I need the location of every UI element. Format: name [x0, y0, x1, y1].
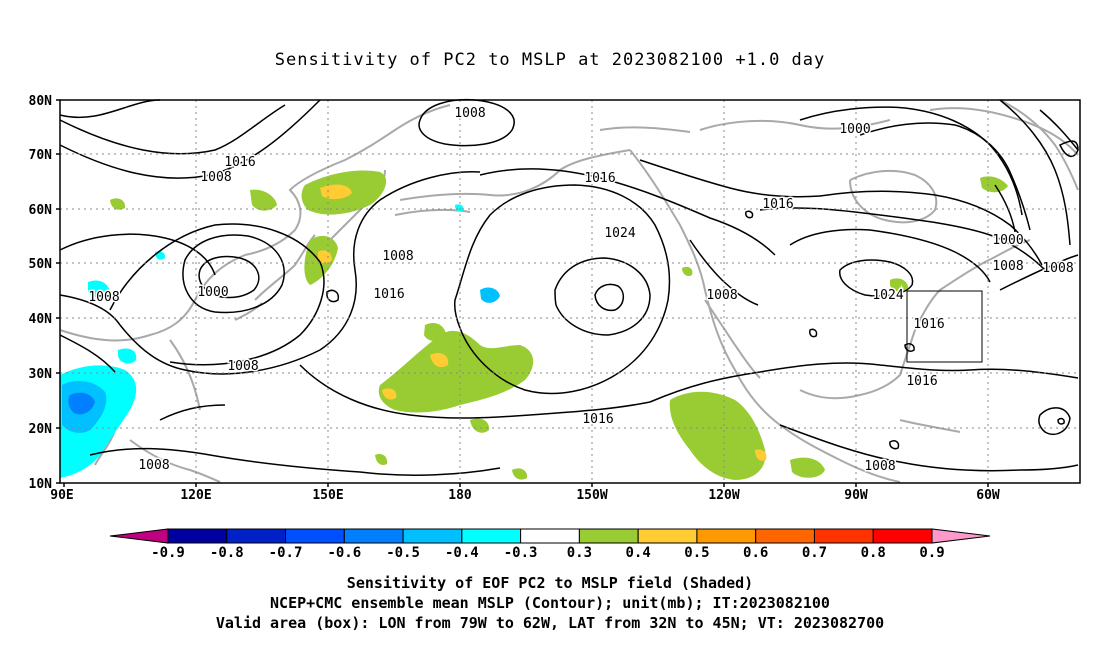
- contour-label: 1008: [454, 106, 485, 121]
- lon-label-120e: 120E: [180, 488, 211, 503]
- colorbar-tick-label: 0.6: [743, 545, 768, 561]
- chart-title: Sensitivity of PC2 to MSLP at 2023082100…: [274, 50, 826, 70]
- axis-ticks: [56, 99, 989, 487]
- colorbar-tick-label: 0.4: [626, 545, 651, 561]
- colorbar-tick-label: 0.5: [684, 545, 709, 561]
- colorbar-right-arrow: [931, 528, 991, 544]
- grid-lines: [60, 100, 1080, 483]
- caption-line-1: Sensitivity of EOF PC2 to MSLP field (Sh…: [346, 574, 754, 592]
- contour-label: 1016: [373, 287, 404, 302]
- contour-label: 1008: [227, 359, 258, 374]
- caption-line-2: NCEP+CMC ensemble mean MSLP (Contour); u…: [270, 594, 830, 612]
- contour-label: 1016: [224, 155, 255, 170]
- colorbar-tick-label: -0.6: [327, 545, 361, 561]
- contour-label: 1008: [864, 459, 895, 474]
- contour-label: 1008: [992, 259, 1023, 274]
- lat-label-70n: 70N: [29, 148, 53, 163]
- contour-label: 1008: [382, 249, 413, 264]
- contour-label: 1008: [1042, 261, 1073, 276]
- positive-sensitivity-pacific: [378, 330, 534, 413]
- contour-label: 1000: [197, 285, 228, 300]
- colorbar-tick-label: 0.9: [919, 545, 944, 561]
- lat-label-40n: 40N: [29, 312, 53, 327]
- lon-label-150e: 150E: [312, 488, 343, 503]
- colorbar-swatch: [520, 528, 580, 544]
- colorbar-tick-label: -0.8: [210, 545, 244, 561]
- contour-label: 1024: [872, 288, 903, 303]
- contour-label: 1024: [604, 226, 635, 241]
- colorbar-swatch: [226, 528, 287, 544]
- colorbar-tick-label: 0.3: [567, 545, 592, 561]
- colorbar-tick-label: -0.7: [269, 545, 303, 561]
- lon-label-60w: 60W: [976, 488, 1000, 503]
- colorbar-tick-label: -0.5: [386, 545, 420, 561]
- colorbar-swatch: [343, 528, 404, 544]
- lat-label-20n: 20N: [29, 422, 53, 437]
- contour-label: 1016: [913, 317, 944, 332]
- colorbar-swatch: [578, 528, 639, 544]
- caption-block: Sensitivity of EOF PC2 to MSLP field (Sh…: [0, 573, 1100, 633]
- lat-label-10n: 10N: [29, 477, 53, 492]
- colorbar-swatch: [461, 528, 522, 544]
- colorbar-tick-label: 0.8: [861, 545, 886, 561]
- coastlines: [59, 99, 1079, 483]
- lon-label-180: 180: [448, 488, 472, 503]
- contour-label: 1008: [706, 288, 737, 303]
- lat-label-30n: 30N: [29, 367, 53, 382]
- colorbar: -0.9 -0.8 -0.7 -0.6 -0.5 -0.4 -0.3 0.3 0.4 0.5 0.6…: [109, 528, 991, 561]
- colorbar-tick-label: 0.7: [802, 545, 827, 561]
- lat-label-50n: 50N: [29, 257, 53, 272]
- lat-label-60n: 60N: [29, 203, 53, 218]
- lon-label-90w: 90W: [844, 488, 868, 503]
- sensitivity-shading: [60, 170, 1008, 480]
- lon-label-90e: 90E: [50, 488, 73, 503]
- plot-frame: [59, 99, 1081, 484]
- valid-area-box: [906, 290, 983, 363]
- contour-label: 1016: [582, 412, 613, 427]
- colorbar-tick-label: -0.3: [504, 545, 538, 561]
- colorbar-tick-label: -0.9: [151, 545, 185, 561]
- contour-label: 1000: [992, 233, 1023, 248]
- colorbar-swatch: [696, 528, 757, 544]
- contour-label: 1008: [200, 170, 231, 185]
- colorbar-swatch: [813, 528, 874, 544]
- contour-label: 1008: [138, 458, 169, 473]
- colorbar-swatch: [285, 528, 345, 544]
- colorbar-tick-label: -0.4: [445, 545, 479, 561]
- contour-label: 1016: [762, 197, 793, 212]
- colorbar-swatch: [402, 528, 463, 544]
- caption-line-3: Valid area (box): LON from 79W to 62W, L…: [215, 614, 885, 632]
- contour-label: 1000: [839, 122, 870, 137]
- contour-label: 1016: [584, 171, 615, 186]
- contour-label: 1016: [906, 374, 937, 389]
- colorbar-swatch: [872, 528, 933, 544]
- colorbar-swatch: [167, 528, 228, 544]
- lon-label-120w: 120W: [708, 488, 739, 503]
- contour-label: 1008: [88, 290, 119, 305]
- colorbar-swatch: [755, 528, 815, 544]
- lon-label-150w: 150W: [576, 488, 607, 503]
- lat-label-80n: 80N: [29, 94, 53, 109]
- colorbar-swatch: [637, 528, 698, 544]
- positive-sensitivity-mexico: [669, 391, 766, 480]
- colorbar-left-arrow: [109, 528, 169, 544]
